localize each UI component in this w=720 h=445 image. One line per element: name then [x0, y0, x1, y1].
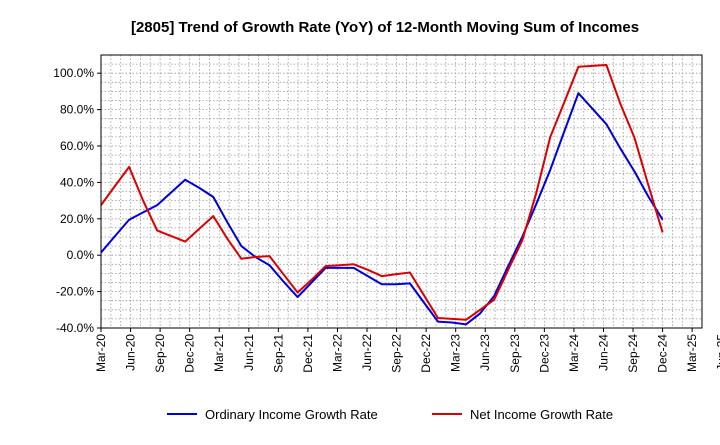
x-tick-label: Mar-20	[94, 334, 108, 372]
x-tick-label: Dec-21	[301, 334, 315, 373]
legend-label-2: Net Income Growth Rate	[470, 407, 613, 422]
legend-label-1: Ordinary Income Growth Rate	[205, 407, 378, 422]
x-tick-label: Sep-22	[390, 334, 404, 373]
x-tick-label: Dec-23	[537, 334, 551, 373]
y-axis: 100.0% 80.0% 60.0% 40.0% 20.0% 0.0% -20.0% -40.…	[53, 66, 101, 335]
x-tick-label: Sep-20	[153, 334, 167, 373]
y-tick-label: 40.0%	[60, 175, 94, 189]
x-tick-label: Jun-22	[360, 334, 374, 371]
y-tick-label: 100.0%	[53, 66, 94, 80]
x-axis: Mar-20 Jun-20 Sep-20 Dec-20 Mar-21 Jun-21 Sep-…	[94, 328, 720, 373]
x-tick-label: Sep-24	[626, 334, 640, 373]
x-tick-label: Jun-20	[124, 334, 138, 371]
y-tick-label: 60.0%	[60, 139, 94, 153]
x-tick-label: Mar-25	[685, 334, 699, 372]
x-tick-label: Jun-24	[596, 334, 610, 371]
grid	[101, 55, 702, 328]
y-tick-label: 20.0%	[60, 212, 94, 226]
y-tick-label: 80.0%	[60, 103, 94, 117]
x-tick-label: Dec-20	[183, 334, 197, 373]
series-line-2	[100, 64, 664, 321]
y-tick-label: 0.0%	[67, 248, 95, 262]
y-tick-label: -20.0%	[56, 285, 94, 299]
y-tick-label: -40.0%	[56, 321, 94, 335]
x-tick-label: Mar-21	[212, 334, 226, 372]
x-tick-label: Jun-23	[478, 334, 492, 371]
chart-title: [2805] Trend of Growth Rate (YoY) of 12-…	[131, 19, 639, 36]
series-line-1	[100, 92, 664, 326]
x-tick-label: Mar-22	[330, 334, 344, 372]
x-tick-label: Dec-24	[656, 334, 670, 373]
x-tick-label: Sep-23	[508, 334, 522, 373]
x-tick-label: Mar-23	[449, 334, 463, 372]
legend: Ordinary Income Growth Rate Net Income Gr…	[167, 407, 613, 422]
x-tick-label: Jun-21	[242, 334, 256, 371]
plot-frame	[100, 54, 703, 329]
x-tick-label: Sep-21	[271, 334, 285, 373]
x-tick-label: Mar-24	[567, 334, 581, 372]
series-lines	[100, 64, 664, 326]
x-tick-label: Jun-25	[715, 334, 720, 371]
x-tick-label: Dec-22	[419, 334, 433, 373]
